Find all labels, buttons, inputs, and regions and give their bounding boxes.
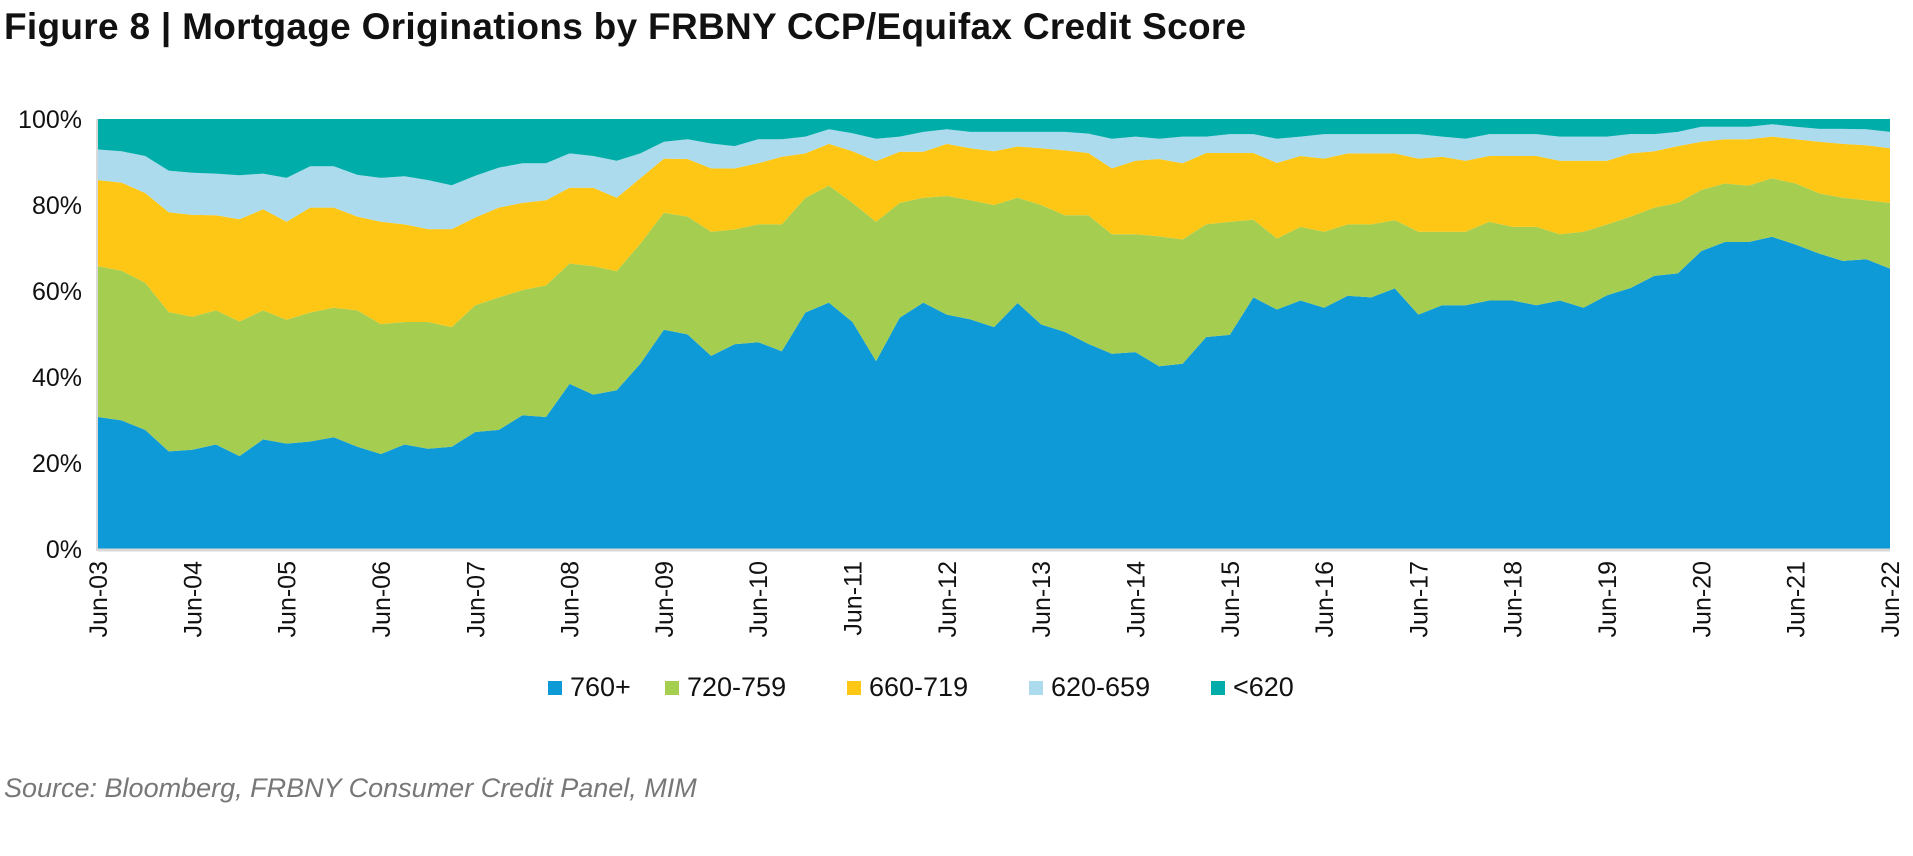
x-tick-label: Jun-07: [462, 561, 490, 637]
x-tick-label: Jun-08: [557, 561, 585, 637]
y-tick-label: 60%: [32, 278, 82, 306]
x-tick-label: Jun-13: [1028, 561, 1056, 637]
area-660-719: [98, 136, 1890, 328]
legend-label: 720-759: [687, 672, 786, 702]
y-tick-label: 40%: [32, 364, 82, 392]
x-tick-label: Jun-19: [1594, 561, 1622, 637]
y-tick-label: 100%: [18, 106, 82, 134]
y-tick-labels: 0% 20% 40% 60% 80% 100%: [18, 106, 82, 564]
legend-swatch: [665, 681, 679, 695]
y-tick-label: 20%: [32, 450, 82, 478]
legend-label: <620: [1233, 672, 1294, 702]
x-tick-label: Jun-05: [274, 561, 302, 637]
series-areas: [98, 119, 1890, 550]
legend-label: 660-719: [869, 672, 968, 702]
x-tick-label: Jun-06: [368, 561, 396, 637]
area-620-659: [98, 124, 1890, 230]
legend-swatch: [847, 681, 861, 695]
area-720-759: [98, 178, 1890, 457]
source-note: Source: Bloomberg, FRBNY Consumer Credit…: [4, 773, 697, 803]
legend-swatch: [1211, 681, 1225, 695]
x-tick-label: Jun-18: [1500, 561, 1528, 637]
x-tick-label: Jun-16: [1311, 561, 1339, 637]
x-tick-labels: Jun-03 Jun-04 Jun-05 Jun-06 Jun-07 Jun-08 Jun-…: [85, 561, 1905, 638]
x-tick-label: Jun-17: [1405, 561, 1433, 637]
x-tick-label: Jun-04: [179, 561, 207, 638]
x-tick-label: Jun-11: [840, 561, 868, 636]
y-tick-label: 80%: [32, 192, 82, 220]
chart-title: Figure 8 | Mortgage Originations by FRBN…: [4, 6, 1247, 47]
area-760: [98, 236, 1890, 550]
y-tick-label: 0%: [46, 536, 82, 564]
legend-swatch: [1029, 681, 1043, 695]
legend-label: 760+: [570, 672, 631, 702]
x-tick-label: Jun-20: [1688, 561, 1716, 637]
x-tick-label: Jun-15: [1217, 561, 1245, 637]
x-tick-label: Jun-09: [651, 561, 679, 637]
legend-swatch: [548, 681, 562, 695]
x-tick-label: Jun-12: [934, 561, 962, 637]
axes: [96, 119, 1890, 552]
x-tick-label: Jun-03: [85, 561, 113, 637]
x-tick-label: Jun-10: [745, 561, 773, 637]
x-tick-label: Jun-14: [1122, 561, 1150, 638]
legend: 760+ 720-759 660-719 620-659 <620: [548, 672, 1294, 702]
legend-label: 620-659: [1051, 672, 1150, 702]
x-tick-label: Jun-22: [1877, 561, 1905, 637]
x-tick-label: Jun-21: [1783, 561, 1811, 637]
area-620: [98, 119, 1890, 186]
